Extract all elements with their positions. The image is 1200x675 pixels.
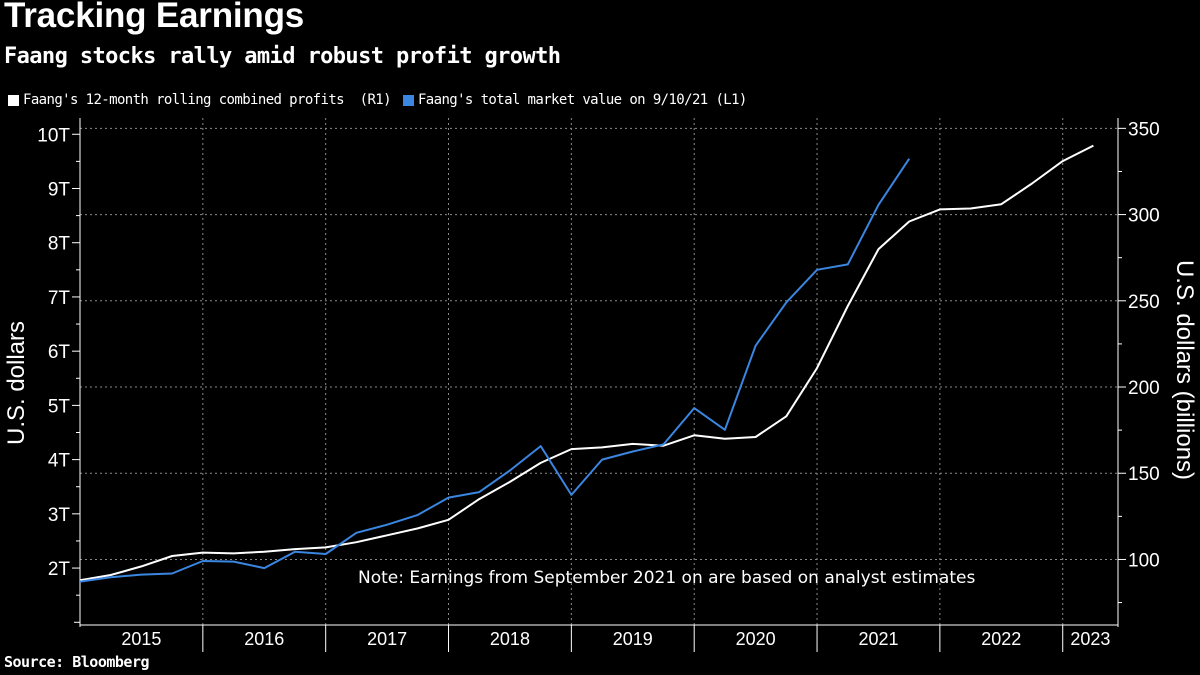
right-tick-label: 250: [1128, 292, 1160, 313]
grid-lines: [80, 118, 1118, 625]
legend-label-profits: Faang's 12-month rolling combined profit…: [23, 92, 392, 108]
x-tick-label: 2017: [367, 629, 407, 649]
left-tick-label: 7T: [48, 288, 71, 309]
x-tick-label: 2022: [981, 629, 1021, 649]
x-tick-label: 2020: [736, 629, 776, 649]
x-tick-label: 2023: [1070, 629, 1110, 649]
left-axis-label: U.S. dollars: [3, 321, 30, 445]
x-tick-label: 2018: [490, 629, 530, 649]
legend-swatch-market-value: [402, 94, 414, 106]
left-tick-label: 6T: [48, 342, 71, 363]
right-tick-label: 300: [1128, 206, 1160, 227]
chart-note: Note: Earnings from September 2021 on ar…: [358, 568, 975, 588]
left-tick-label: 9T: [48, 179, 71, 200]
legend-item-market-value: Faang's total market value on 9/10/21 (L…: [402, 92, 747, 108]
x-tick-label: 2016: [244, 629, 284, 649]
x-tick-label: 2019: [613, 629, 653, 649]
source-note: Source: Bloomberg: [4, 653, 150, 671]
legend: Faang's 12-month rolling combined profit…: [8, 92, 759, 108]
series-line-profits: [79, 144, 1094, 582]
left-tick-label: 3T: [48, 505, 71, 526]
left-tick-label: 4T: [48, 451, 71, 472]
x-tick-label: 2015: [121, 629, 161, 649]
left-axis: 2T 3T 4T 5T 6T 7T 8T 9T 10T: [37, 118, 81, 627]
series-line-market-value: [79, 158, 911, 583]
chart-subtitle: Faang stocks rally amid robust profit gr…: [4, 44, 561, 69]
legend-label-market-value: Faang's total market value on 9/10/21 (L…: [417, 92, 747, 108]
right-tick-label: 150: [1128, 464, 1160, 485]
right-tick-label: 100: [1128, 550, 1160, 571]
left-tick-label: 10T: [37, 125, 70, 146]
legend-item-profits: Faang's 12-month rolling combined profit…: [8, 92, 392, 108]
chart-title: Tracking Earnings: [4, 0, 305, 35]
right-axis-label: U.S. dollars (billions): [1171, 260, 1198, 480]
x-tick-label: 2021: [858, 629, 898, 649]
legend-swatch-profits: [8, 94, 19, 106]
left-tick-label: 8T: [48, 234, 71, 255]
right-tick-label: 350: [1128, 119, 1160, 140]
x-axis: 2015 2016 2017 2018 2019 2020 2021 2022 2023: [80, 624, 1118, 652]
right-tick-label: 200: [1128, 378, 1160, 399]
right-axis: 100 150 200 250 300 350: [1117, 118, 1160, 627]
left-tick-label: 5T: [48, 396, 71, 417]
series-lines: [79, 144, 1094, 583]
left-tick-label: 2T: [48, 559, 71, 580]
